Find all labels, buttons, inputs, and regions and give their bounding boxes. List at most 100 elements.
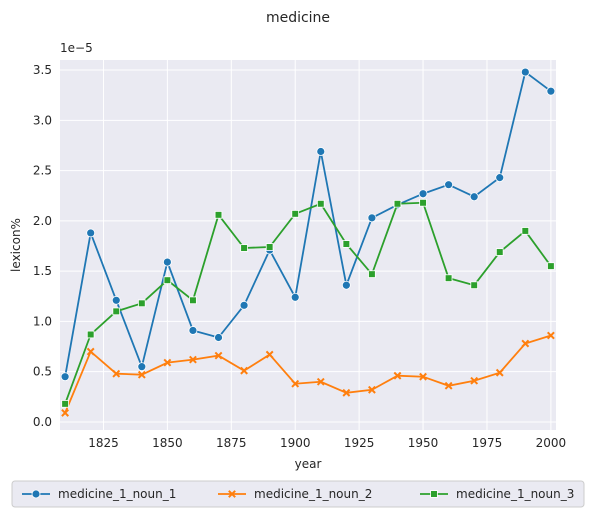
series-line xyxy=(64,201,552,405)
data-point xyxy=(521,227,530,235)
data-point xyxy=(430,490,438,498)
x-tick-label: 1875 xyxy=(216,436,247,450)
data-point xyxy=(495,248,504,256)
legend-item: medicine_1_noun_2 xyxy=(218,487,372,501)
y-scale-label: 1e−5 xyxy=(60,41,93,55)
series-line xyxy=(64,334,552,414)
series-line xyxy=(64,70,552,377)
data-point xyxy=(265,350,274,359)
x-tick-label: 2000 xyxy=(536,436,567,450)
x-tick-labels: 1825 1850 1875 1900 1925 1950 1975 2000 xyxy=(88,436,566,450)
data-point xyxy=(368,385,376,394)
data-point xyxy=(470,281,478,290)
legend-item: medicine_1_noun_1 xyxy=(22,487,176,501)
data-point xyxy=(368,270,376,278)
data-point xyxy=(495,368,504,377)
data-point xyxy=(137,362,147,372)
data-point xyxy=(290,292,300,302)
data-point xyxy=(112,307,121,316)
data-point xyxy=(188,326,198,335)
y-tick-label: 0.5 xyxy=(33,365,52,379)
data-point xyxy=(418,189,428,199)
data-point xyxy=(495,173,505,183)
data-point xyxy=(239,300,249,310)
x-tick-label: 1850 xyxy=(152,436,183,450)
data-point xyxy=(419,372,427,381)
data-point xyxy=(469,192,479,202)
data-point xyxy=(419,198,427,207)
data-point xyxy=(291,379,300,388)
data-point xyxy=(342,388,351,397)
data-point xyxy=(316,147,326,156)
data-point xyxy=(341,280,351,290)
legend-item: medicine_1_noun_3 xyxy=(420,487,574,501)
data-point xyxy=(342,240,351,248)
y-tick-label: 0.0 xyxy=(33,415,52,429)
data-point xyxy=(470,376,479,385)
data-point xyxy=(546,86,556,96)
series-layer xyxy=(60,67,556,417)
data-point xyxy=(111,295,121,305)
data-point xyxy=(367,213,377,223)
data-point xyxy=(137,370,146,379)
legend: medicine_1_noun_1 medicine_1_noun_2 medici… xyxy=(11,480,585,508)
y-tick-label: 1.5 xyxy=(33,264,52,278)
y-gridlines xyxy=(60,69,556,423)
data-point xyxy=(189,296,197,305)
x-axis-label: year xyxy=(295,457,322,471)
data-point xyxy=(189,355,197,364)
data-point xyxy=(316,377,325,386)
legend-label: medicine_1_noun_3 xyxy=(456,487,574,501)
data-point xyxy=(547,262,555,270)
data-point xyxy=(163,358,172,367)
legend-label: medicine_1_noun_1 xyxy=(58,487,176,501)
data-point xyxy=(60,372,70,382)
data-point xyxy=(240,366,248,375)
data-point xyxy=(162,257,172,267)
y-tick-label: 2.5 xyxy=(33,164,52,178)
data-point xyxy=(138,299,146,308)
data-point xyxy=(86,228,96,238)
data-point xyxy=(521,339,530,348)
x-tick-label: 1900 xyxy=(280,436,311,450)
data-point xyxy=(228,490,236,498)
legend-label: medicine_1_noun_2 xyxy=(254,487,372,501)
y-tick-labels: 0.0 0.5 1.0 1.5 2.0 2.5 3.0 3.5 xyxy=(33,63,52,429)
data-point xyxy=(316,199,325,208)
data-point xyxy=(61,409,70,417)
data-point xyxy=(393,199,402,208)
data-point xyxy=(214,211,223,219)
x-tick-label: 1950 xyxy=(408,436,439,450)
data-point xyxy=(444,381,453,390)
data-point xyxy=(61,400,69,408)
x-tick-label: 1975 xyxy=(472,436,503,450)
y-axis-label: lexicon% xyxy=(9,218,23,272)
y-tick-label: 3.5 xyxy=(33,63,52,77)
data-point xyxy=(214,351,223,360)
data-point xyxy=(240,244,248,252)
y-tick-label: 1.0 xyxy=(33,314,52,328)
x-gridlines xyxy=(102,60,552,430)
data-point xyxy=(520,67,530,77)
series-medicine_1_noun_3 xyxy=(61,198,555,408)
data-point xyxy=(86,347,95,356)
data-point xyxy=(214,333,223,342)
x-tick-label: 1925 xyxy=(344,436,375,450)
data-point xyxy=(546,331,555,340)
data-point xyxy=(393,371,402,380)
data-point xyxy=(444,274,453,282)
legend-frame xyxy=(11,480,585,508)
data-point xyxy=(265,243,274,251)
data-point xyxy=(112,369,121,378)
data-point xyxy=(163,276,172,284)
y-tick-label: 2.0 xyxy=(33,214,52,228)
data-point xyxy=(86,330,95,339)
chart-title: medicine xyxy=(266,10,330,26)
data-point xyxy=(31,489,41,499)
x-tick-label: 1825 xyxy=(88,436,119,450)
y-tick-label: 3.0 xyxy=(33,113,52,127)
data-point xyxy=(444,180,454,190)
series-medicine_1_noun_2 xyxy=(61,331,555,417)
data-point xyxy=(291,210,300,218)
